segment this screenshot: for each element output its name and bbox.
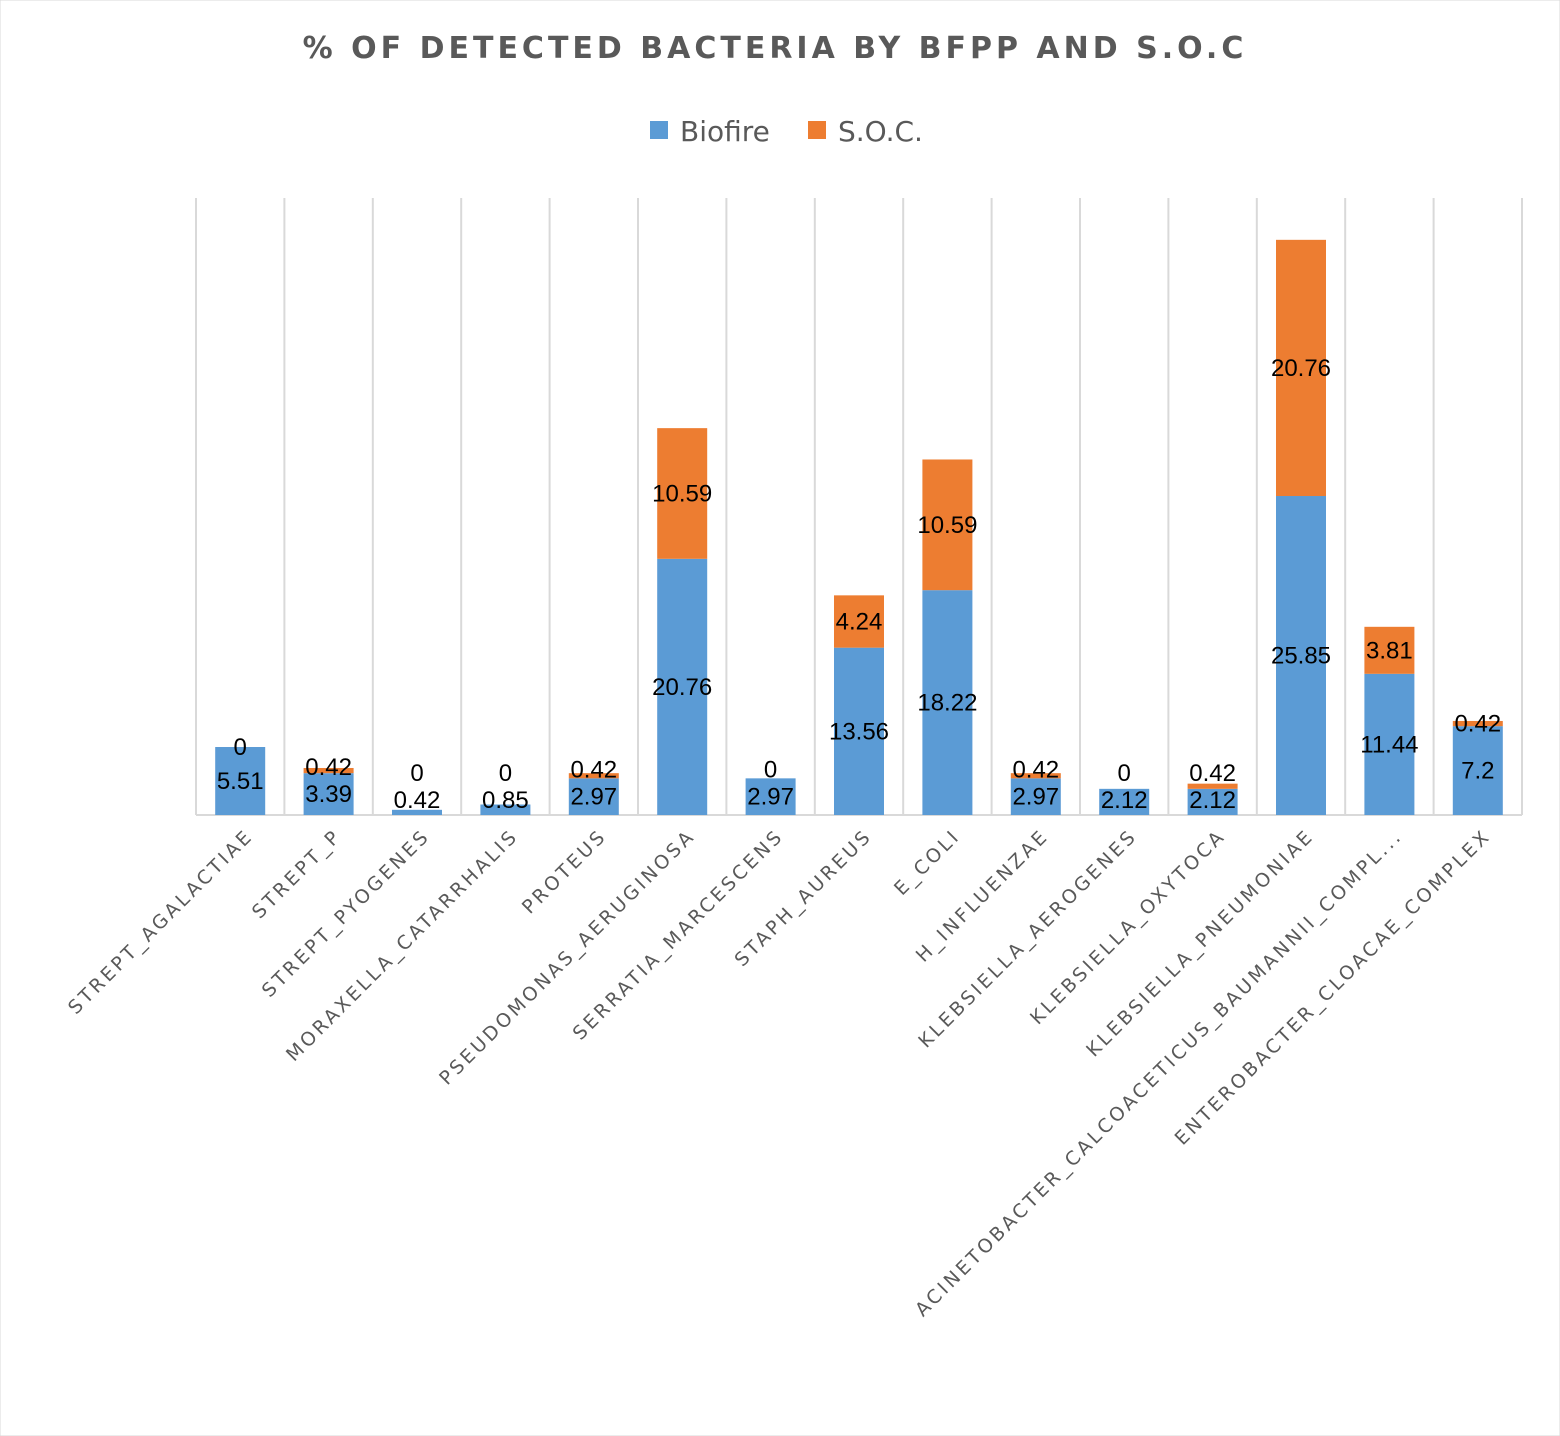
data-label: 3.39: [305, 781, 352, 808]
legend: Biofire S.O.C.: [650, 115, 923, 148]
bar-biofire: [1187, 788, 1238, 815]
data-label: 0: [234, 734, 247, 761]
data-label: 20.76: [1271, 355, 1331, 382]
bar-biofire: [480, 804, 531, 815]
data-label: 10.59: [652, 480, 712, 507]
data-label: 13.56: [829, 718, 889, 745]
data-label: 2.97: [747, 784, 794, 811]
data-label: 4.24: [836, 609, 883, 636]
data-label: 0.42: [570, 757, 617, 784]
data-label: 0: [764, 757, 777, 784]
bars: [215, 239, 1503, 815]
data-labels: 5.5103.390.420.4200.8502.970.4220.7610.5…: [217, 355, 1501, 814]
data-label: 18.22: [917, 690, 977, 717]
data-label: 0.85: [482, 787, 529, 814]
bar-biofire: [1452, 726, 1503, 815]
data-label: 10.59: [917, 512, 977, 539]
bar-soc: [834, 595, 884, 648]
bar-soc: [657, 428, 708, 559]
chart-title: % OF DETECTED BACTERIA BY BFPP AND S.O.C: [303, 31, 1248, 66]
legend-label: S.O.C.: [838, 115, 923, 148]
bar-biofire: [392, 809, 442, 815]
bar-soc: [922, 459, 973, 591]
data-label: 5.51: [217, 768, 264, 795]
data-label: 3.81: [1366, 637, 1413, 664]
bar-soc: [1364, 626, 1415, 674]
legend-label: Biofire: [680, 115, 770, 148]
bar-biofire: [1010, 778, 1061, 815]
data-label: 0.42: [305, 754, 352, 781]
bar-biofire: [1276, 496, 1326, 815]
bar-biofire: [1364, 673, 1415, 815]
data-label: 0.42: [394, 787, 441, 814]
data-label: 25.85: [1271, 643, 1331, 670]
data-label: 2.12: [1189, 787, 1236, 814]
data-label: 2.97: [570, 784, 617, 811]
bar-biofire: [303, 773, 354, 815]
bar-soc: [1187, 783, 1238, 789]
bar-soc: [303, 767, 354, 774]
bar-soc: [1276, 239, 1326, 497]
bar-biofire: [922, 590, 973, 815]
data-label: 0.42: [1189, 760, 1236, 787]
bar-soc: [568, 773, 619, 779]
data-label: 0: [1118, 760, 1131, 787]
legend-swatch: [808, 121, 826, 139]
data-label: 0.42: [1012, 757, 1059, 784]
bar-biofire: [834, 647, 884, 815]
data-label: 20.76: [652, 674, 712, 701]
data-label: 0.42: [1454, 711, 1501, 738]
bar-biofire: [745, 778, 796, 815]
bar-biofire: [215, 747, 266, 815]
data-label: 2.97: [1012, 784, 1059, 811]
data-label: 2.12: [1101, 787, 1148, 814]
bar-biofire: [1099, 788, 1150, 815]
legend-swatch: [650, 121, 668, 139]
bar-soc: [1452, 720, 1503, 727]
data-label: 7.2: [1461, 758, 1494, 785]
data-label: 0: [410, 760, 423, 787]
bar-biofire: [657, 558, 708, 815]
data-label: 11.44: [1360, 731, 1418, 758]
bar-soc: [1010, 773, 1061, 779]
bar-biofire: [568, 778, 619, 815]
data-label: 0: [499, 760, 512, 787]
